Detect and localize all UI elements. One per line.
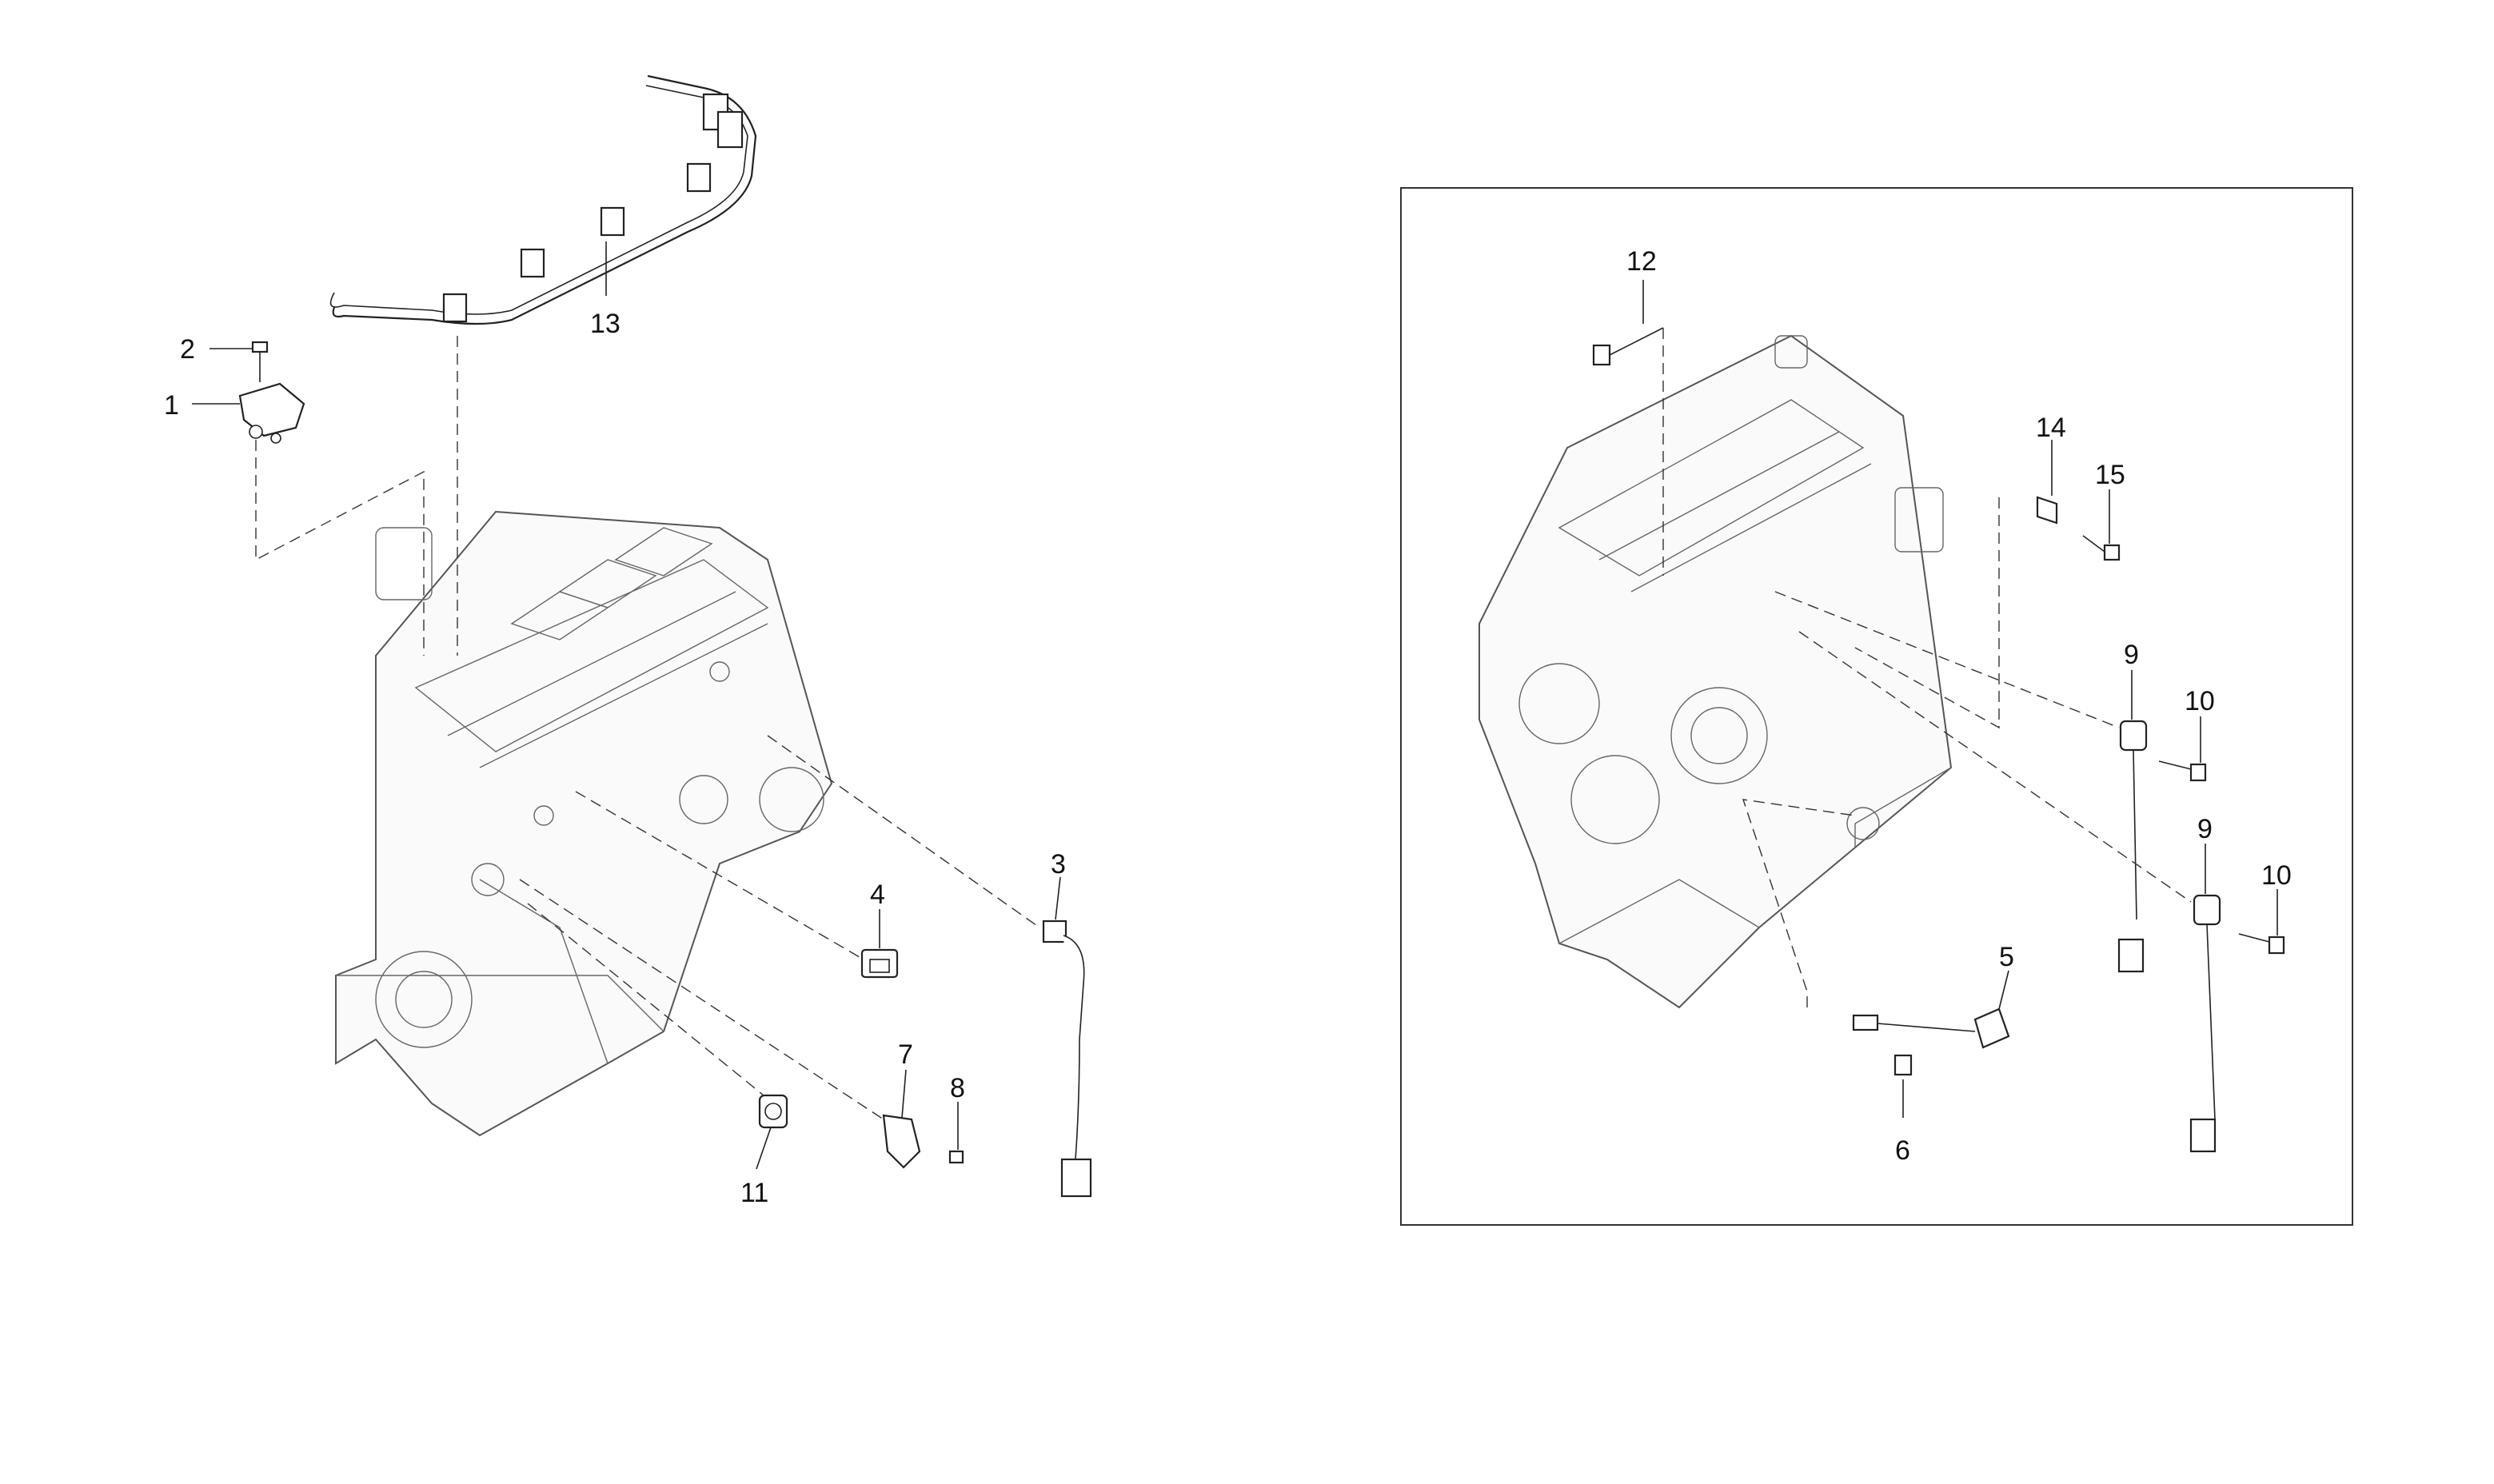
knock-sensor-9a xyxy=(2117,720,2148,973)
callout-13: 13 xyxy=(590,309,621,339)
oil-pressure-switch-11 xyxy=(758,1094,788,1129)
bolt-6 xyxy=(1893,1054,1913,1076)
callout-1: 1 xyxy=(164,390,179,421)
callout-11: 11 xyxy=(740,1178,768,1208)
callout-2: 2 xyxy=(180,334,195,365)
callout-15: 15 xyxy=(2095,460,2125,490)
bolt-8 xyxy=(948,1150,964,1164)
knock-sensor-9b xyxy=(2189,894,2221,1153)
bolt-10a xyxy=(2158,760,2207,782)
callout-4: 4 xyxy=(870,880,885,910)
callout-6: 6 xyxy=(1895,1135,1910,1166)
callout-12: 12 xyxy=(1626,246,1657,277)
sensor-12 xyxy=(1592,327,1664,366)
temperature-sensor-3 xyxy=(1042,920,1092,1198)
callout-10a: 10 xyxy=(2185,686,2215,716)
callout-9b: 9 xyxy=(2197,814,2213,844)
callout-10b: 10 xyxy=(2261,860,2292,891)
callout-9a: 9 xyxy=(2124,640,2139,670)
left-exploded-view: 1 2 3 4 7 8 11 13 xyxy=(164,74,1092,1208)
bolt-10b xyxy=(2238,933,2285,955)
position-sensor-7 xyxy=(882,1114,921,1169)
engine-block-left xyxy=(335,510,833,1137)
callout-3: 3 xyxy=(1051,849,1066,880)
map-sensor xyxy=(238,382,305,444)
detail-frame xyxy=(1400,187,2353,1226)
crankshaft-sensor-5 xyxy=(1852,1007,2010,1049)
wiring-harness xyxy=(329,74,757,325)
bracket-14 xyxy=(2036,496,2058,525)
bolt-2 xyxy=(251,341,269,382)
callout-14: 14 xyxy=(2036,413,2066,443)
pressure-sensor-4 xyxy=(860,948,899,979)
callout-5: 5 xyxy=(1999,942,2014,972)
callout-7: 7 xyxy=(898,1039,913,1070)
engine-block-right xyxy=(1478,334,1953,1009)
callout-8: 8 xyxy=(950,1073,965,1103)
bolt-15 xyxy=(2082,535,2121,561)
right-detail-view: 12 14 15 9 10 9 10 5 6 xyxy=(1400,187,2353,1226)
